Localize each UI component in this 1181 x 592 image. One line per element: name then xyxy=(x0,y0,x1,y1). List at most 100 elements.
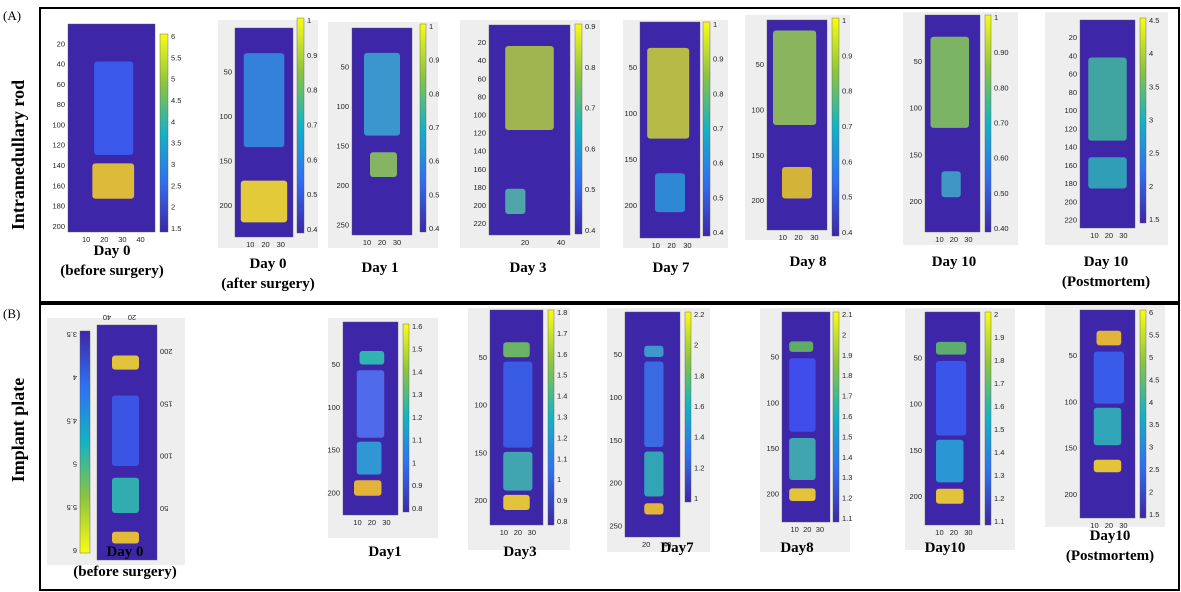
y-tick-label: 50 xyxy=(160,504,168,513)
y-tick-label: 80 xyxy=(57,100,65,109)
heatmap-region xyxy=(1094,352,1124,404)
colorbar-tick-label: 1.8 xyxy=(994,356,1004,365)
y-tick-label: 50 xyxy=(756,60,764,69)
colorbar-tick-label: 5.5 xyxy=(1149,330,1159,339)
colorbar-tick-label: 2.2 xyxy=(694,310,704,319)
colorbar-tick-label: 0.90 xyxy=(994,48,1009,57)
y-tick-label: 100 xyxy=(624,109,637,118)
y-tick-label: 250 xyxy=(609,522,622,531)
colorbar-tick-label: 1.7 xyxy=(557,329,567,338)
y-tick-label: 120 xyxy=(1064,124,1077,133)
colorbar-tick-label: 1.5 xyxy=(171,224,181,233)
colorbar-tick-label: 5.5 xyxy=(67,503,77,512)
x-tick-label: 30 xyxy=(816,525,824,534)
x-tick-label: 10 xyxy=(353,518,361,527)
colorbar-tick-label: 0.7 xyxy=(713,124,723,133)
colorbar xyxy=(80,331,90,553)
colorbar-tick-label: 0.80 xyxy=(994,83,1009,92)
y-tick-label: 200 xyxy=(766,490,779,499)
colorbar-tick-label: 0.9 xyxy=(412,481,422,490)
heatmap-region xyxy=(936,361,966,436)
colorbar xyxy=(575,24,582,234)
colorbar-tick-label: 1.7 xyxy=(842,392,852,401)
y-tick-label: 50 xyxy=(629,63,637,72)
y-tick-label: 60 xyxy=(1069,70,1077,79)
colorbar-tick-label: 6 xyxy=(73,546,77,555)
x-tick-label: 10 xyxy=(935,235,943,244)
colorbar xyxy=(297,18,304,233)
panel-caption: Day7 xyxy=(660,540,694,556)
colorbar xyxy=(160,34,168,232)
y-tick-label: 50 xyxy=(479,353,487,362)
colorbar-tick-label: 1.4 xyxy=(412,367,422,376)
colorbar-tick-label: 3 xyxy=(171,160,175,169)
colorbar-tick-label: 1 xyxy=(842,16,846,25)
y-tick-label: 50 xyxy=(341,62,349,71)
colorbar-tick-label: 1.3 xyxy=(557,412,567,421)
heatmap-panel: 2040608010012014016018020022020400.90.80… xyxy=(460,20,600,276)
x-tick-label: 40 xyxy=(557,238,565,247)
y-tick-label: 140 xyxy=(1064,143,1077,152)
heatmap-panel: 5010015020010203065.554.543.532.521.5Day… xyxy=(1045,305,1165,564)
y-tick-label: 100 xyxy=(327,403,340,412)
x-tick-label: 20 xyxy=(261,240,269,249)
colorbar-tick-label: 0.4 xyxy=(585,226,595,235)
x-tick-label: 10 xyxy=(363,238,371,247)
heatmap-region xyxy=(644,503,663,514)
x-tick-label: 30 xyxy=(1119,231,1127,240)
panel-caption: (Postmortem) xyxy=(1066,548,1154,564)
y-tick-label: 200 xyxy=(624,201,637,210)
colorbar-tick-label: 1.4 xyxy=(994,448,1004,457)
heatmap-region xyxy=(503,362,532,448)
heatmap-region xyxy=(1094,408,1122,445)
x-tick-label: 30 xyxy=(810,233,818,242)
y-tick-label: 150 xyxy=(327,446,340,455)
colorbar-tick-label: 1.2 xyxy=(994,494,1004,503)
heatmap-region xyxy=(364,53,400,136)
heatmap-region xyxy=(241,181,287,223)
x-tick-label: 20 xyxy=(950,528,958,537)
x-tick-label: 10 xyxy=(82,235,90,244)
panel-caption: (before surgery) xyxy=(73,564,176,580)
colorbar-tick-label: 2.5 xyxy=(1149,465,1159,474)
heatmap-region xyxy=(773,31,816,126)
colorbar-tick-label: 1 xyxy=(307,16,311,25)
heatmap-region xyxy=(505,46,554,130)
panel-caption: Day 10 xyxy=(932,254,977,270)
colorbar-tick-label: 1 xyxy=(713,20,717,29)
heatmap-region xyxy=(1097,331,1122,346)
y-tick-label: 220 xyxy=(473,219,486,228)
x-tick-label: 10 xyxy=(935,528,943,537)
colorbar-tick-label: 1.8 xyxy=(842,371,852,380)
colorbar-tick-label: 0.8 xyxy=(307,86,317,95)
y-tick-label: 200 xyxy=(219,201,232,210)
y-tick-label: 150 xyxy=(474,448,487,457)
colorbar-tick-label: 2 xyxy=(694,341,698,350)
colorbar-tick-label: 0.4 xyxy=(429,224,439,233)
colorbar xyxy=(703,22,710,236)
colorbar-tick-label: 0.9 xyxy=(429,56,439,65)
panel-content: 2040608010012014016018020022020400.90.80… xyxy=(473,22,595,247)
y-tick-label: 100 xyxy=(336,102,349,111)
colorbar-tick-label: 1.6 xyxy=(412,322,422,331)
colorbar-tick-label: 0.8 xyxy=(557,517,567,526)
colorbar-tick-label: 1.2 xyxy=(694,463,704,472)
y-tick-label: 20 xyxy=(57,39,65,48)
heatmap-region xyxy=(503,495,530,510)
x-tick-label: 10 xyxy=(790,525,798,534)
row-letter: (B) xyxy=(3,306,20,321)
colorbar-tick-label: 1.4 xyxy=(557,392,567,401)
y-tick-label: 220 xyxy=(1064,216,1077,225)
x-tick-label: 10 xyxy=(779,233,787,242)
colorbar-tick-label: 0.5 xyxy=(307,190,317,199)
y-tick-label: 120 xyxy=(52,141,65,150)
colorbar-tick-label: 5 xyxy=(73,460,77,469)
x-tick-label: 20 xyxy=(378,238,386,247)
colorbar-tick-label: 1.7 xyxy=(994,379,1004,388)
colorbar-tick-label: 1.4 xyxy=(842,453,852,462)
heatmap-region xyxy=(112,356,139,370)
y-tick-label: 50 xyxy=(914,353,922,362)
